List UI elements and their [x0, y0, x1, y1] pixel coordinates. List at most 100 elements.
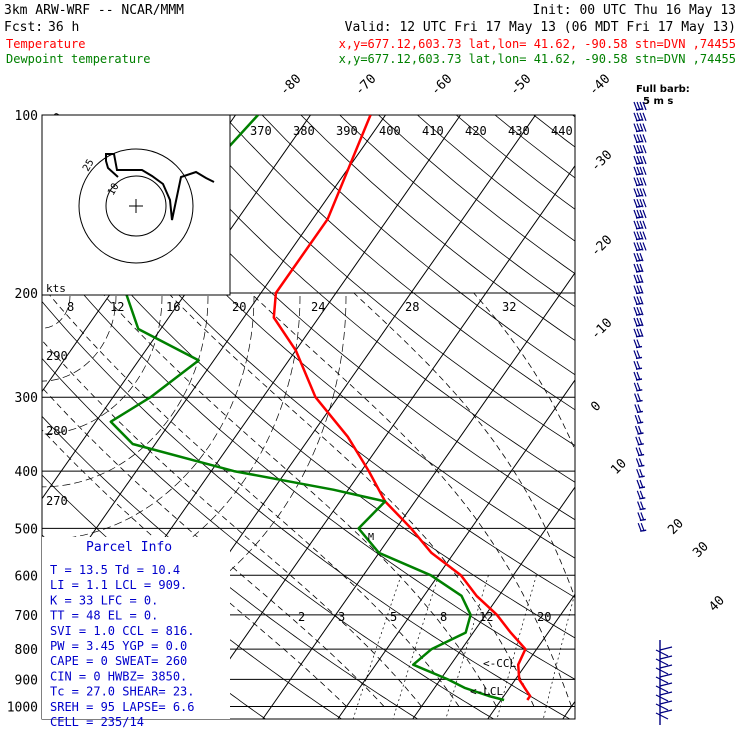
- dewpoint-legend: Dewpoint temperature: [6, 52, 151, 66]
- isotherm-line: [638, 115, 740, 719]
- wind-barb-flag: [659, 682, 673, 687]
- theta-label: 380: [293, 124, 315, 138]
- forecast-label: Fcst:: [4, 20, 43, 35]
- parcel-info-row: K = 33 LFC = 0.: [50, 593, 158, 607]
- wind-barb-flag: [639, 101, 644, 111]
- mixing-ratio-line: [445, 575, 489, 719]
- wind-barb-flag: [637, 414, 642, 424]
- hodograph-ring-label: 12: [110, 300, 124, 314]
- wind-barb-flag: [633, 350, 638, 359]
- wind-barb-flag: [639, 155, 644, 165]
- wind-barb-flag: [633, 285, 638, 294]
- wind-barb-flag: [639, 479, 644, 489]
- wind-barb-flag: [639, 490, 644, 500]
- wind-barb-flag: [639, 285, 644, 294]
- mixing-ratio-line: [392, 575, 440, 719]
- pressure-label: 600: [15, 569, 38, 584]
- hodograph-ring-label: 8: [67, 300, 74, 314]
- wind-barb-flag: [636, 339, 641, 348]
- hodograph-speed-ring: [42, 295, 163, 435]
- wind-barb-flag: [637, 404, 642, 413]
- wind-barb-flag: [636, 371, 641, 381]
- wind-barb-flag: [636, 285, 641, 294]
- isotherm-line: [262, 272, 575, 719]
- dry-adiabat-line: [184, 115, 575, 447]
- dry-adiabat-line: [300, 115, 575, 341]
- wind-barb-flag: [635, 458, 640, 467]
- wind-barb-flag: [636, 274, 641, 284]
- wind-barb-flag: [642, 101, 647, 111]
- mixing-ratio-line: [352, 575, 402, 719]
- wind-barb-flag: [633, 155, 638, 165]
- wind-barb-shaft: [655, 694, 669, 702]
- parcel-info-row: LI = 1.1 LCL = 909.: [50, 578, 187, 592]
- wind-barb-flag: [642, 166, 647, 176]
- temperature-tick-label: -40: [586, 72, 613, 99]
- parcel-info-row: SVI = 1.0 CCL = 816.: [50, 624, 195, 638]
- dry-adiabat-line: [106, 115, 575, 521]
- wind-barb-flag: [636, 112, 641, 122]
- wind-barb-flag: [636, 242, 641, 251]
- wind-barb-flag: [639, 263, 644, 273]
- hodograph-ring-label: 32: [502, 300, 516, 314]
- dry-adiabat-line: [42, 244, 575, 680]
- wind-barb-flag: [639, 166, 644, 176]
- wind-barb-flag: [639, 134, 644, 143]
- wind-barb-flag: [639, 274, 644, 284]
- moist-adiabat-line: [473, 292, 575, 451]
- mixing-ratio-line: [542, 591, 575, 719]
- wind-barb-flag: [636, 101, 641, 111]
- init-time: Init: 00 UTC Thu 16 May 13: [533, 3, 737, 18]
- parcel-info-row: SREH = 95 LAPSE= 6.6: [50, 700, 195, 714]
- mixing-ratio-label: 8: [440, 610, 447, 624]
- wind-barb-flag: [634, 393, 639, 402]
- wind-barb-flag: [659, 655, 673, 660]
- wind-barb-flag: [659, 691, 673, 696]
- wind-barb-flag: [640, 512, 645, 521]
- temperature-point-info: x,y=677.12,603.73 lat,lon= 41.62, -90.58…: [339, 37, 736, 51]
- wind-barb-flag: [633, 198, 638, 208]
- moist-adiabat-line: [42, 429, 347, 707]
- parcel-info-row: PW = 3.45 YGP = 0.0: [50, 639, 187, 653]
- wind-barb-flag: [634, 404, 639, 413]
- wind-barb-flag: [639, 231, 644, 240]
- isotherm-line: [42, 115, 311, 500]
- wind-barb-flag: [642, 123, 647, 132]
- wind-barb-flag: [633, 166, 638, 176]
- wind-barb-flag: [639, 242, 644, 251]
- wind-barb-flag: [637, 393, 642, 402]
- wind-barb-flag: [659, 709, 673, 714]
- wind-barb-flag: [633, 263, 638, 273]
- wind-barb-flag: [636, 177, 641, 186]
- dry-adiabat-line: [261, 115, 575, 376]
- wind-barb-flag: [636, 328, 641, 338]
- pressure-label: 200: [15, 287, 38, 302]
- wind-barb-flag: [639, 306, 644, 316]
- wind-barb-flag: [642, 242, 647, 251]
- hodograph-ring-outer: [78, 148, 194, 264]
- barb-legend-title: Full barb:: [636, 84, 690, 95]
- isotherm-line: [562, 700, 575, 719]
- wind-barb-flag: [642, 209, 647, 219]
- wind-barb-flag: [634, 414, 639, 424]
- wind-barb-flag: [659, 673, 673, 678]
- wind-barb-flag: [639, 188, 644, 197]
- wind-barb-flag: [642, 177, 647, 186]
- wind-barb-flag: [637, 425, 643, 435]
- wind-barb-shaft: [655, 667, 669, 675]
- wind-barb-flag: [634, 425, 640, 435]
- dry-adiabat-line: [455, 115, 575, 210]
- temperature-tick-label: -60: [428, 72, 455, 99]
- wind-barb-flag: [642, 188, 647, 197]
- wind-barb-flag: [633, 209, 638, 219]
- hodograph-ring-inner: [105, 175, 167, 237]
- wind-barb-flag: [633, 112, 638, 122]
- pressure-label: 300: [15, 391, 38, 406]
- hodograph-speed-ring: [42, 295, 117, 382]
- dewpoint-profile-line: [109, 115, 505, 702]
- hodograph-kts-label: kts: [46, 282, 66, 295]
- wind-barb-shaft: [655, 676, 669, 684]
- isotherm-line: [713, 115, 740, 719]
- wind-barb-flag: [633, 382, 638, 392]
- wind-barb-flag: [642, 231, 647, 240]
